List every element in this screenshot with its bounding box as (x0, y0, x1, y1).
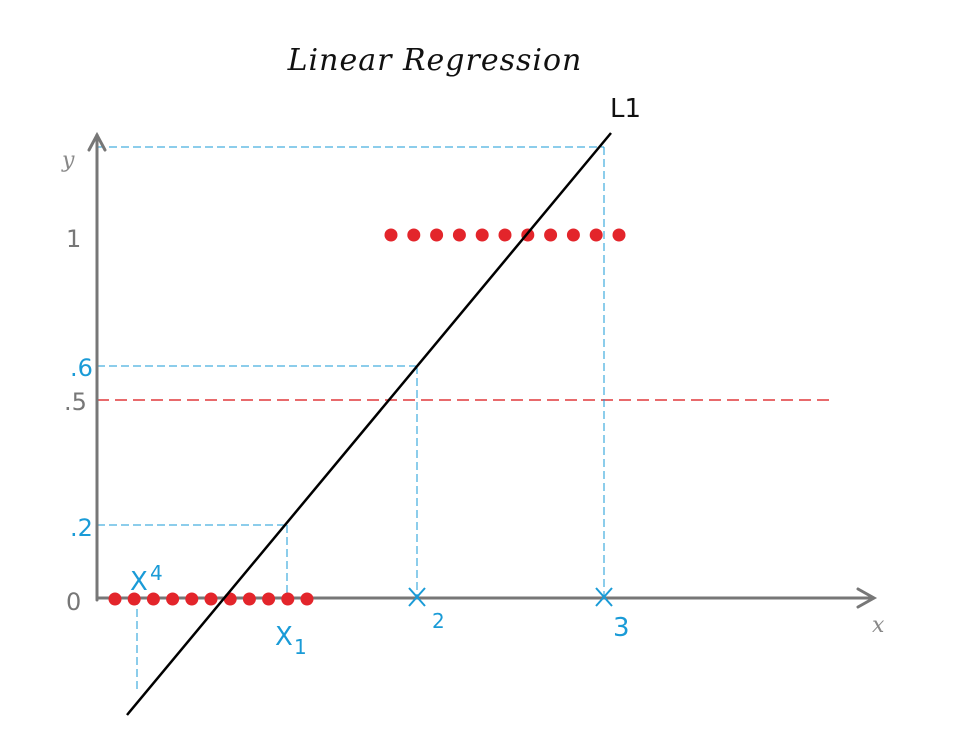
class-0-point (146, 592, 160, 606)
class-1-point (544, 228, 558, 242)
regression-line-label: L1 (610, 94, 641, 124)
y-tick-x2-value: .6 (70, 354, 93, 382)
x1-subscript: 1 (294, 635, 307, 659)
diagram-title: Linear Regression (287, 43, 583, 78)
x3-subscript: 3 (613, 613, 630, 643)
class-1-point (566, 228, 580, 242)
class-1-point (430, 228, 444, 242)
data-points (108, 228, 626, 606)
class-0-point (166, 592, 180, 606)
x1-label: X (275, 622, 293, 652)
y-axis-arrow (87, 131, 107, 152)
class-1-point (589, 228, 603, 242)
class-0-point (242, 592, 256, 606)
y-axis-label: y (61, 148, 75, 173)
class-1-point (475, 228, 489, 242)
x-marks (408, 587, 613, 607)
x4-label: X (130, 567, 148, 597)
y-tick-0: 0 (66, 588, 81, 616)
class-0-point (262, 592, 276, 606)
threshold-tick-label: .5 (64, 388, 87, 416)
x3-mark-b (595, 587, 613, 607)
y-tick-x1-value: .2 (70, 514, 93, 542)
class-0-point (185, 592, 199, 606)
x2-subscript: 2 (432, 609, 445, 633)
class-1-point (407, 228, 421, 242)
class-1-point (452, 228, 466, 242)
class-0-point (108, 592, 122, 606)
x-axis-arrow (856, 587, 878, 609)
class-0-point (127, 592, 141, 606)
regression-line (126, 132, 612, 716)
class-0-point (281, 592, 295, 606)
x2-mark-b (408, 587, 426, 607)
class-0-point (204, 592, 218, 606)
class-1-point (612, 228, 626, 242)
projection-guides (97, 146, 605, 690)
class-0-point (300, 592, 314, 606)
class-1-point (384, 228, 398, 242)
x4-subscript: 4 (150, 561, 163, 585)
x-axis-label: x (872, 613, 885, 638)
class-1-point (498, 228, 512, 242)
y-tick-1: 1 (66, 225, 81, 253)
axes (87, 131, 878, 609)
